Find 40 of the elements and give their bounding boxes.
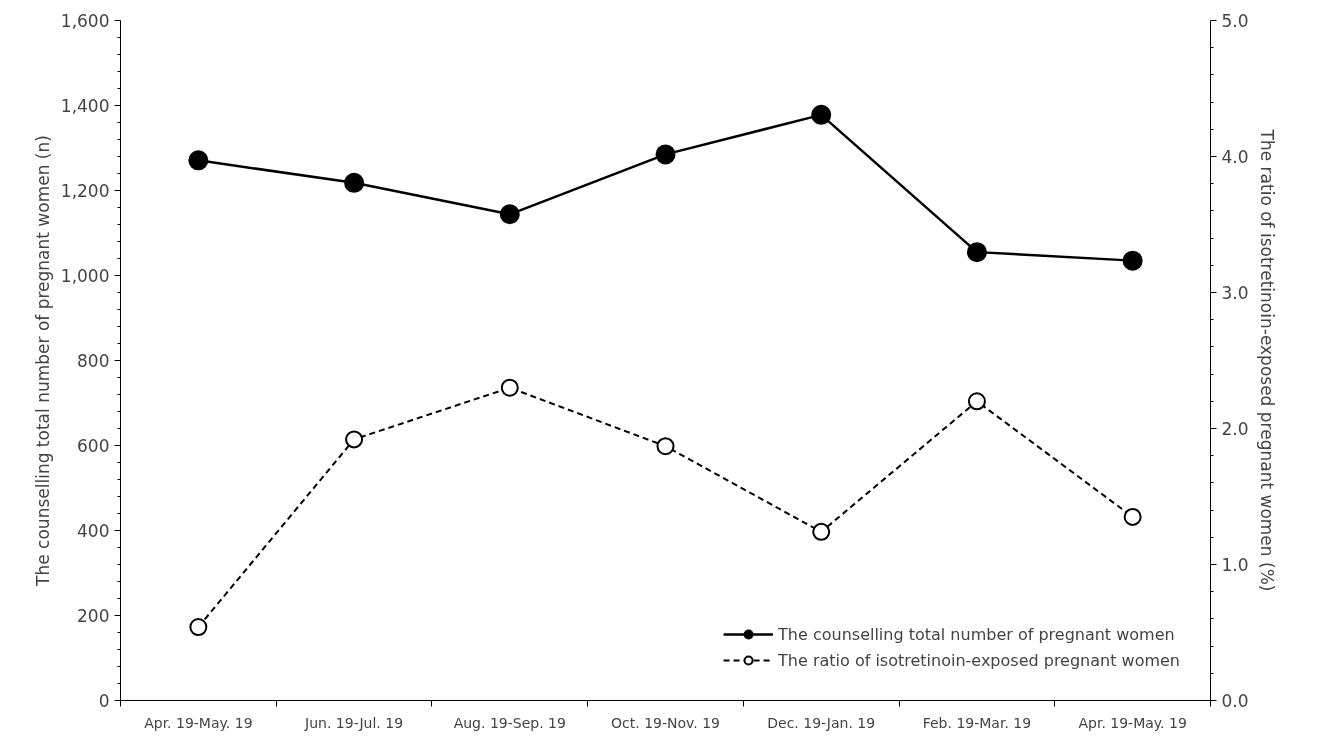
legend-label: The ratio of isotretinoin-exposed pregnant women	[778, 650, 1180, 670]
y2-tick-label: 4.0	[1221, 147, 1249, 167]
y2-tick-label: 2.0	[1221, 419, 1249, 439]
point	[345, 430, 364, 449]
y-tick-label: 1,600	[60, 11, 110, 31]
y2-tick-label: 5.0	[1221, 11, 1249, 31]
x-tick-label: Oct. 19-Nov. 19	[611, 714, 720, 731]
y2-axis-title: The ratio of isotretinoin-exposed pregnant women (%)	[1256, 128, 1277, 592]
x-tick-label: Apr. 19-May. 19	[1078, 714, 1187, 731]
y-tick-label: 0	[98, 691, 110, 711]
y-tick-label: 200	[77, 606, 110, 626]
y2-tick-label: 1.0	[1221, 555, 1249, 575]
y-axis-title: The counselling total number of pregnant women (n)	[32, 135, 53, 587]
y2-tick-label: 0.0	[1221, 691, 1249, 711]
point	[655, 144, 676, 165]
y-tick-label: 1,000	[60, 266, 110, 286]
x-tick-label: Dec. 19-Jan. 19	[767, 714, 876, 731]
point	[811, 104, 832, 125]
point	[188, 150, 209, 171]
point	[966, 242, 987, 263]
point	[189, 618, 208, 637]
point	[499, 204, 520, 225]
point	[967, 392, 986, 411]
y-tick-label: 1,400	[60, 96, 110, 116]
y-tick-label: 800	[77, 351, 110, 371]
point	[656, 437, 675, 456]
x-tick-label: Jun. 19-Jul. 19	[304, 714, 404, 731]
y2-tick-label: 3.0	[1221, 283, 1249, 303]
y-tick-label: 400	[77, 521, 110, 541]
point	[812, 522, 831, 541]
x-tick-label: Apr. 19-May. 19	[144, 714, 253, 731]
y-tick-label: 600	[77, 436, 110, 456]
x-tick-label: Aug. 19-Sep. 19	[453, 714, 566, 731]
legend-label: The counselling total number of pregnant women	[778, 624, 1175, 644]
point	[344, 172, 365, 193]
x-tick-label: Feb. 19-Mar. 19	[922, 714, 1032, 731]
y-tick-label: 1,200	[60, 181, 110, 201]
point	[500, 378, 519, 397]
point	[1123, 507, 1142, 526]
point	[1122, 250, 1143, 271]
